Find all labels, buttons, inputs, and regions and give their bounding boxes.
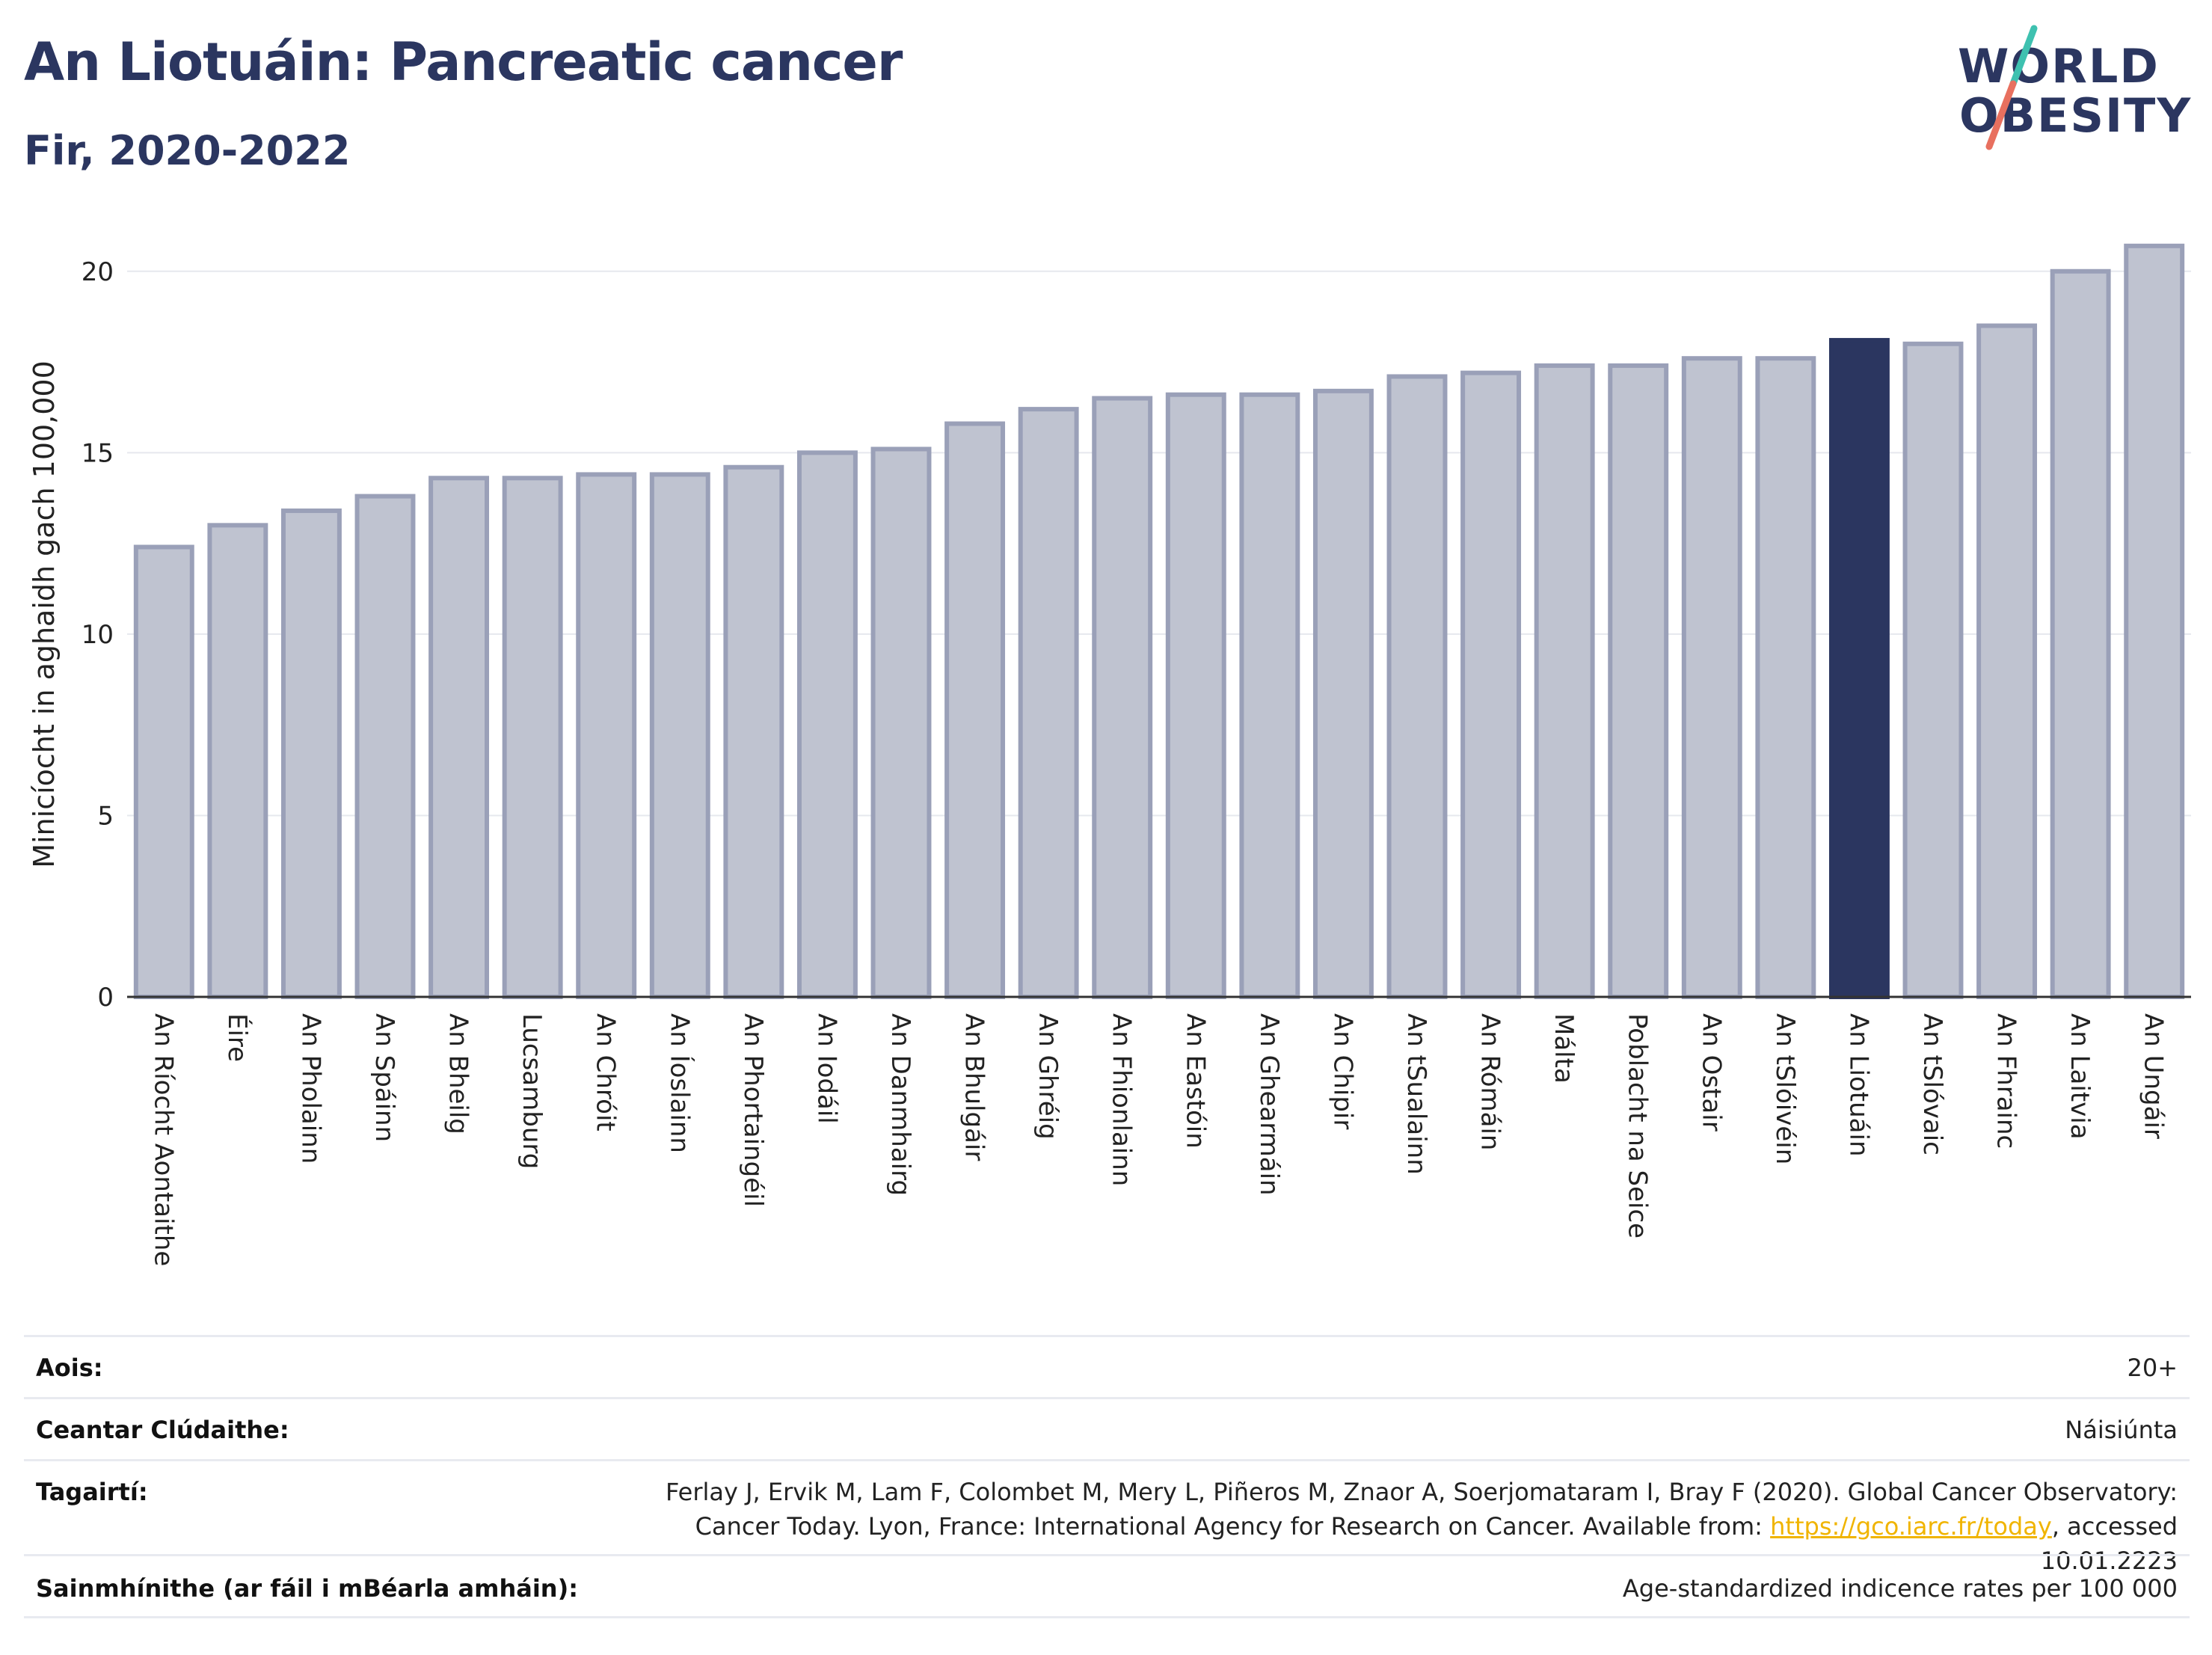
x-tick-label: An Rómáin xyxy=(1475,1013,1505,1150)
logo-word-1: WORLD xyxy=(1958,39,2160,93)
info-row-age: Aois: 20+ xyxy=(24,1335,2190,1397)
age-value: 20+ xyxy=(2127,1354,2178,1382)
bar xyxy=(1092,396,1153,999)
bar xyxy=(1460,370,1522,1000)
bar xyxy=(354,494,416,999)
x-tick-label: An tSualainn xyxy=(1401,1013,1431,1175)
x-tick-label: An Fhrainc xyxy=(1991,1013,2021,1149)
bar xyxy=(1608,363,1669,1000)
bar xyxy=(944,421,1006,999)
references-accessed: , accessed 10.01.2223 xyxy=(2040,1512,2178,1575)
bar xyxy=(1902,341,1964,999)
x-tick-label: An Liotuáin xyxy=(1843,1013,1873,1157)
x-tick-label: Lucsamburg xyxy=(517,1013,547,1169)
x-tick-label: An Laitvia xyxy=(2065,1013,2095,1140)
info-row-definitions: Sainmhínithe (ar fáil i mBéarla amháin):… xyxy=(24,1554,2190,1618)
definitions-label: Sainmhínithe (ar fáil i mBéarla amháin): xyxy=(36,1574,578,1603)
bar xyxy=(133,544,194,999)
bar xyxy=(1018,407,1079,999)
bar xyxy=(1534,363,1595,1000)
x-tick-label: An Fhionlainn xyxy=(1107,1013,1137,1186)
bar xyxy=(1976,323,2038,999)
x-tick-label: An Chipir xyxy=(1327,1013,1357,1129)
x-tick-label: An Ríocht Aontaithe xyxy=(148,1013,178,1266)
x-tick-label: An Ungáir xyxy=(2139,1013,2169,1139)
x-tick-label: An Ostair xyxy=(1696,1013,1726,1132)
y-tick-label: 5 xyxy=(97,801,114,831)
x-tick-label: An Bhulgáir xyxy=(959,1013,989,1161)
y-tick-label: 15 xyxy=(82,438,114,468)
info-table: Aois: 20+ Ceantar Clúdaithe: Náisiúnta T… xyxy=(24,1335,2190,1618)
x-tick-label: An Iodáil xyxy=(811,1013,841,1124)
bar xyxy=(1312,388,1374,999)
bar xyxy=(280,508,342,999)
y-tick-label: 0 xyxy=(97,983,114,1013)
bar xyxy=(1165,392,1226,999)
world-obesity-logo: WORLD OBESITY xyxy=(1944,22,2199,157)
x-tick-label: An tSlóvaic xyxy=(1917,1013,1947,1155)
references-link[interactable]: https://gco.iarc.fr/today xyxy=(1770,1512,2052,1541)
age-label: Aois: xyxy=(36,1354,103,1382)
bar xyxy=(1755,356,1816,999)
x-tick-label: An Eastóin xyxy=(1180,1013,1210,1149)
x-tick-label: An Ghréig xyxy=(1033,1013,1063,1140)
info-row-area: Ceantar Clúdaithe: Náisiúnta xyxy=(24,1397,2190,1459)
definitions-value: Age-standardized indicence rates per 100… xyxy=(1622,1574,2178,1603)
bar xyxy=(723,464,784,999)
bar xyxy=(207,523,268,999)
x-tick-label: An Phortaingéil xyxy=(738,1013,768,1207)
x-tick-label: An Pholainn xyxy=(295,1013,325,1164)
chart-title: An Liotuáin: Pancreatic cancer xyxy=(24,31,903,93)
bar xyxy=(1386,374,1448,999)
area-value: Náisiúnta xyxy=(2065,1416,2178,1444)
bar xyxy=(502,476,563,999)
x-tick-label: An Bheilg xyxy=(443,1013,473,1134)
bar-chart: 0 5 10 15 20 An Ríocht Aontaithe Éire An Pholai… xyxy=(28,243,2191,1266)
x-tick-label: An Danmhairg xyxy=(885,1013,915,1196)
bar xyxy=(428,476,490,999)
bar xyxy=(2050,268,2111,999)
logo-slash-icon xyxy=(1985,25,2038,150)
bar xyxy=(1681,356,1742,999)
bar xyxy=(576,472,637,999)
references-text: Ferlay J, Ervik M, Lam F, Colombet M, Me… xyxy=(666,1478,2178,1541)
bar xyxy=(796,450,858,999)
x-tick-label: An Íoslainn xyxy=(664,1013,695,1153)
bar xyxy=(870,446,932,999)
y-tick-label: 20 xyxy=(82,257,114,287)
area-label: Ceantar Clúdaithe: xyxy=(36,1416,289,1444)
x-tick-label: An tSlóivéin xyxy=(1770,1013,1800,1164)
x-tick-label: Poblacht na Seice xyxy=(1623,1013,1653,1238)
references-label: Tagairtí: xyxy=(36,1478,148,1506)
info-row-references: Tagairtí: Ferlay J, Ervik M, Lam F, Colo… xyxy=(24,1459,2190,1575)
chart-subtitle: Fir, 2020-2022 xyxy=(24,127,351,174)
references-value: Ferlay J, Ervik M, Lam F, Colombet M, Me… xyxy=(607,1475,2178,1578)
y-axis-title: Minicíocht in aghaidh gach 100,000 xyxy=(28,360,61,868)
x-tick-label: An Chróit xyxy=(591,1013,621,1132)
y-tick-label: 10 xyxy=(82,620,114,650)
bar xyxy=(1239,392,1300,999)
x-tick-label: An Spáinn xyxy=(369,1013,399,1142)
x-tick-label: An Ghearmáin xyxy=(1254,1013,1284,1196)
x-tick-label: Málta xyxy=(1549,1013,1579,1084)
bar xyxy=(1828,337,1890,1000)
bar xyxy=(649,472,710,999)
x-tick-label: Éire xyxy=(222,1013,253,1062)
bar xyxy=(2124,243,2185,999)
